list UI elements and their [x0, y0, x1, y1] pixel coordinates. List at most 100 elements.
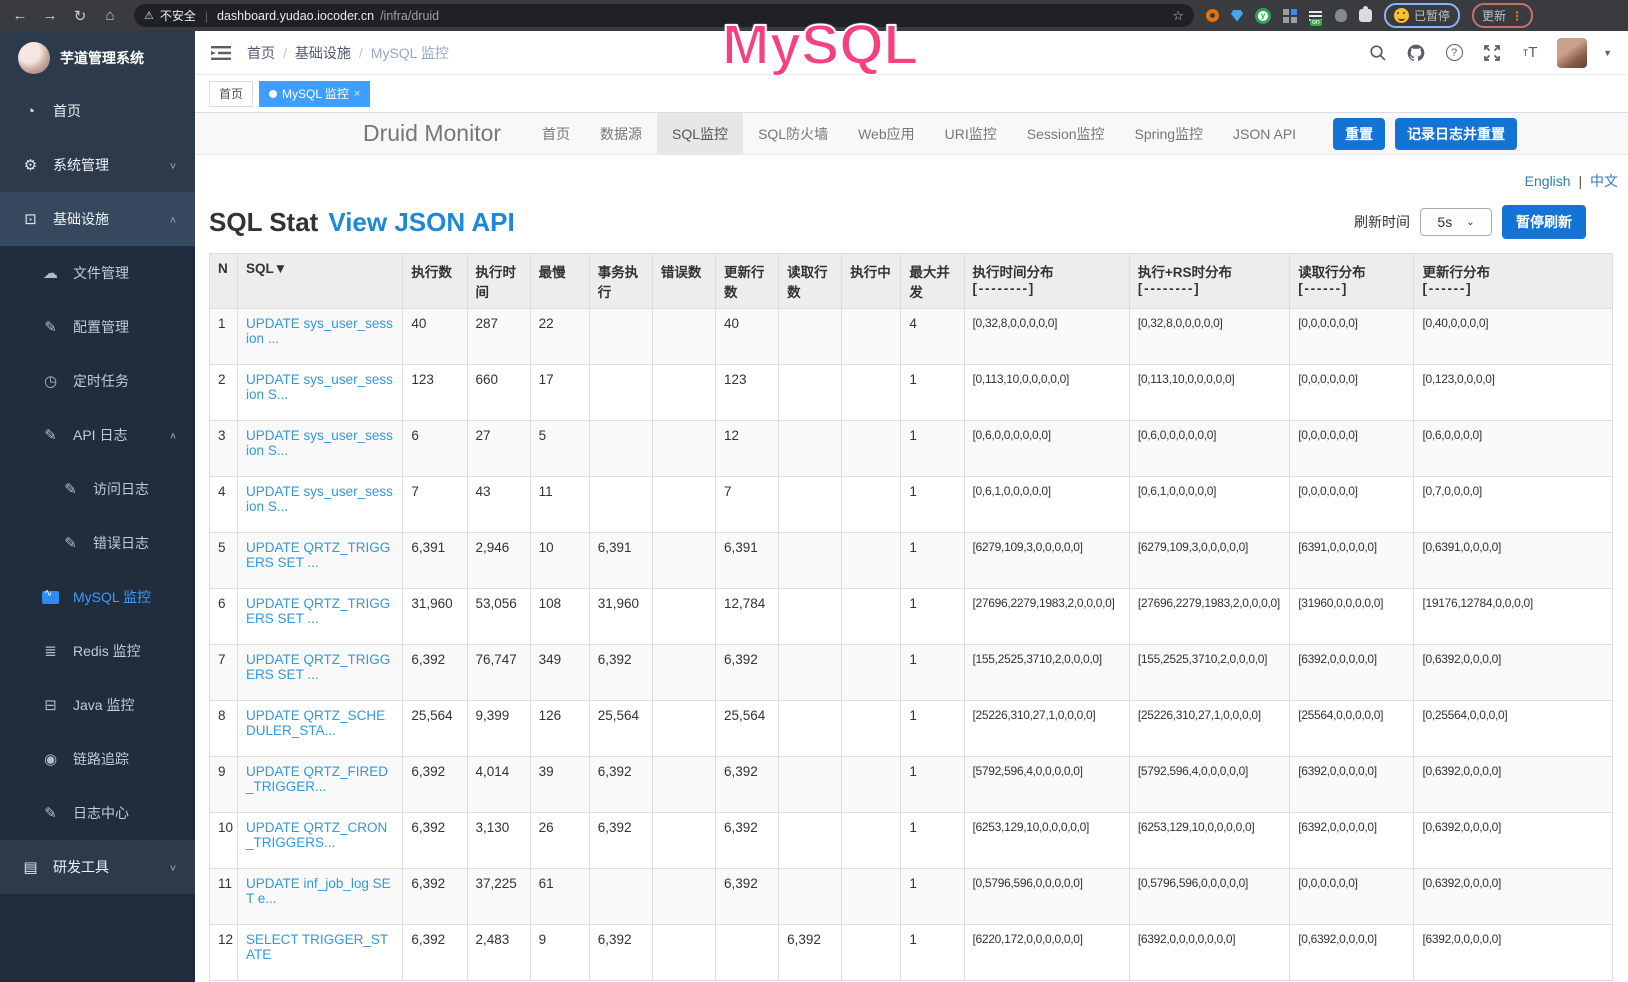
sidebar-item-config[interactable]: 配置管理 [0, 300, 195, 354]
home-icon[interactable]: ⌂ [105, 7, 115, 24]
tab-mysql-monitor[interactable]: MySQL 监控 × [259, 80, 371, 107]
font-size-icon[interactable] [1519, 42, 1541, 64]
sidebar: 芋道管理系统 首页系统管理 ∨ 基础设施 ∧ 文件管理配置管理定时任务 API 日志 ∧ 访问… [0, 31, 195, 982]
sidebar-brand[interactable]: 芋道管理系统 [0, 31, 195, 84]
github-icon[interactable] [1405, 42, 1427, 64]
sidebar-item-infra[interactable]: 基础设施 ∧ [0, 192, 195, 246]
data-cell [841, 476, 902, 533]
browser-profile-chip[interactable]: 已暂停 [1384, 3, 1461, 28]
sidebar-item-label: API 日志 [73, 427, 128, 443]
sql-statement-link[interactable]: UPDATE sys_user_session S... [246, 372, 393, 402]
data-cell: 6,392 [402, 812, 468, 869]
sql-statement-link[interactable]: SELECT TRIGGER_STATE [246, 932, 389, 962]
ext-gem-icon[interactable] [1231, 9, 1243, 22]
sql-statement-link[interactable]: UPDATE sys_user_session ... [246, 316, 393, 346]
sidebar-item-job[interactable]: 定时任务 [0, 354, 195, 408]
sql-statement-link[interactable]: UPDATE QRTZ_TRIGGERS SET ... [246, 652, 391, 682]
tab-home[interactable]: 首页 [209, 80, 254, 107]
breadcrumb-home[interactable]: 首页 [247, 44, 275, 61]
fullscreen-icon[interactable] [1481, 42, 1503, 64]
data-cell: 123 [402, 364, 468, 421]
tags-view: 首页 MySQL 监控 × [195, 75, 1628, 113]
sidebar-item-home[interactable]: 首页 [0, 84, 195, 138]
sql-statement-link[interactable]: UPDATE QRTZ_SCHEDULER_STA... [246, 708, 386, 738]
data-cell: 6,391 [715, 532, 780, 589]
table-header-row: N SQL▼ 执行数 执行时间 最慢 事务执行 错误数 更新行数 读取行数 执行中 最大并发 执行时间… [208, 253, 1613, 309]
druid-nav-index[interactable]: 首页 [542, 125, 571, 142]
data-cell: 25,564 [715, 700, 780, 757]
sql-statement-link[interactable]: UPDATE QRTZ_CRON_TRIGGERS... [246, 820, 388, 850]
sql-statement-link[interactable]: UPDATE QRTZ_FIRED_TRIGGER... [246, 764, 389, 794]
column-header-exec-rs-dist: 执行+RS时分布[ - - - - - - - - ] [1128, 253, 1291, 309]
hamburger-icon[interactable] [211, 45, 231, 61]
data-cell [778, 700, 843, 757]
sql-statement-link[interactable]: UPDATE QRTZ_TRIGGERS SET ... [246, 596, 391, 626]
ext-silhouette-icon[interactable] [1335, 9, 1347, 22]
druid-nav-sql[interactable]: SQL监控 [657, 112, 744, 155]
sql-statement-link[interactable]: UPDATE sys_user_session S... [246, 484, 393, 514]
druid-nav-session[interactable]: Session监控 [1026, 125, 1105, 142]
sql-statement-link[interactable]: UPDATE sys_user_session S... [246, 428, 393, 458]
sidebar-item-access-log[interactable]: 访问日志 [0, 462, 195, 516]
data-cell: 4,014 [466, 756, 531, 813]
breadcrumb-infra[interactable]: 基础设施 [294, 44, 351, 61]
sql-statement-link[interactable]: UPDATE inf_job_log SET e... [246, 876, 391, 906]
bookmark-star-icon[interactable]: ☆ [1172, 7, 1184, 23]
sidebar-item-error-log[interactable]: 错误日志 [0, 516, 195, 570]
sidebar-item-java[interactable]: Java 监控 [0, 678, 195, 732]
druid-brand[interactable]: Druid Monitor [363, 120, 502, 146]
sidebar-item-redis[interactable]: Redis 监控 [0, 624, 195, 678]
log-and-reset-button[interactable]: 记录日志并重置 [1395, 117, 1518, 150]
data-cell [651, 700, 717, 757]
refresh-interval-select[interactable]: 5s ⌄ [1420, 208, 1492, 236]
ext-list-icon[interactable]: on [1309, 10, 1323, 26]
close-icon[interactable]: × [353, 87, 361, 100]
table-row: 8 UPDATE QRTZ_SCHEDULER_STA... 25,564 9,399… [208, 700, 1613, 757]
data-cell: 1 [900, 924, 965, 981]
sidebar-item-dev-tools[interactable]: 研发工具 ∨ [0, 840, 195, 894]
reload-icon[interactable]: ↻ [73, 7, 87, 25]
forward-icon[interactable]: → [42, 7, 58, 24]
ext-y-icon[interactable]: y [1255, 7, 1271, 24]
ext-grid-icon[interactable] [1283, 8, 1297, 23]
druid-nav-webapp[interactable]: Web应用 [858, 125, 915, 142]
data-cell: 1 [900, 364, 965, 421]
extensions-puzzle-icon[interactable] [1359, 6, 1372, 22]
browser-update-button[interactable]: 更新 ⋮ [1472, 3, 1534, 28]
ext-donut-icon[interactable] [1206, 9, 1219, 22]
sidebar-item-system[interactable]: 系统管理 ∨ [0, 138, 195, 192]
sidebar-item-api-log[interactable]: API 日志 ∧ [0, 408, 195, 462]
druid-nav-jsonapi[interactable]: JSON API [1233, 125, 1297, 142]
lang-english-link[interactable]: English [1524, 173, 1571, 189]
druid-nav-datasource[interactable]: 数据源 [600, 125, 643, 142]
druid-nav-wall[interactable]: SQL防火墙 [758, 125, 829, 142]
pause-refresh-button[interactable]: 暂停刷新 [1502, 205, 1586, 239]
column-header-exec-time-dist: 执行时间分布[ - - - - - - - - ] [963, 253, 1130, 309]
sidebar-item-mysql[interactable]: MySQL 监控 [0, 570, 195, 624]
address-bar[interactable]: ⚠ 不安全 | dashboard.yudao.iocoder.cn/infra… [134, 4, 1194, 27]
user-avatar[interactable] [1557, 37, 1588, 68]
extension-icons: y on 已暂停 更新 ⋮ [1206, 3, 1534, 28]
lang-chinese-link[interactable]: 中文 [1590, 173, 1618, 189]
data-cell: 6,391 [402, 532, 468, 589]
sql-statement-link[interactable]: UPDATE QRTZ_TRIGGERS SET ... [246, 540, 391, 570]
back-icon[interactable]: ← [12, 7, 28, 24]
druid-nav-spring[interactable]: Spring监控 [1134, 125, 1204, 142]
data-cell: [6392,0,0,0,0,0] [1289, 644, 1415, 701]
sidebar-item-log-center[interactable]: 日志中心 [0, 786, 195, 840]
reset-button[interactable]: 重置 [1333, 117, 1386, 150]
sidebar-item-trace[interactable]: 链路追踪 [0, 732, 195, 786]
chevron-down-icon[interactable]: ▼ [1603, 47, 1612, 58]
sidebar-item-file[interactable]: 文件管理 [0, 246, 195, 300]
help-icon[interactable] [1443, 42, 1465, 64]
data-cell: [0,0,0,0,0,0] [1289, 868, 1415, 925]
tab-label: MySQL 监控 [282, 87, 349, 101]
data-cell: [0,6392,0,0,0,0] [1413, 756, 1613, 813]
column-header-sql[interactable]: SQL▼ [237, 253, 404, 309]
view-json-api-link[interactable]: View JSON API [328, 206, 515, 237]
data-cell: 53,056 [466, 588, 531, 645]
redis-icon [42, 642, 59, 660]
druid-nav-uri[interactable]: URI监控 [944, 125, 997, 142]
data-cell: 287 [466, 308, 531, 365]
search-icon[interactable] [1367, 42, 1389, 64]
